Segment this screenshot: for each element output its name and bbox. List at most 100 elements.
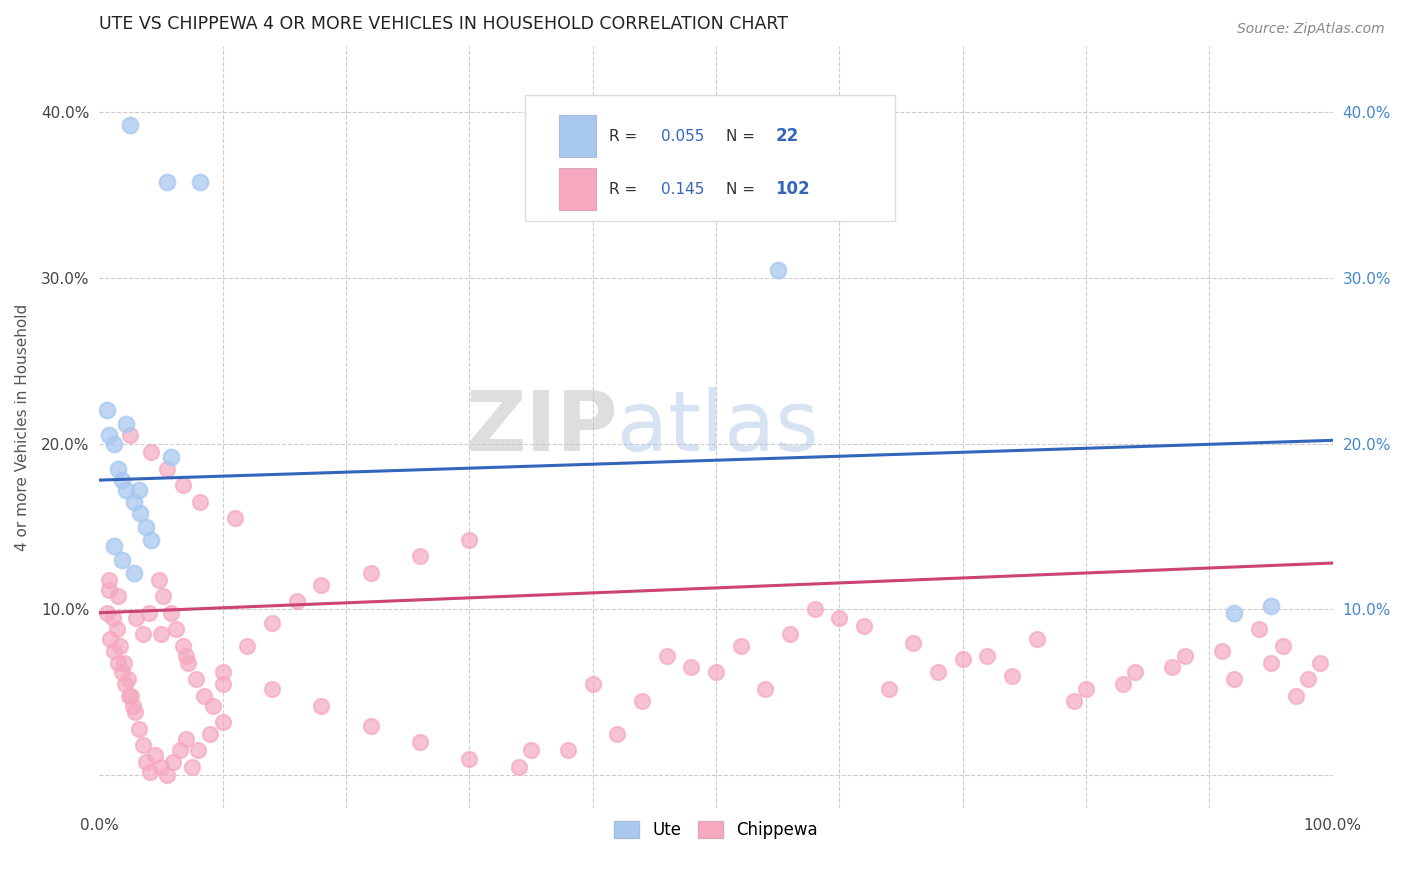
Point [152,589,174,603]
Point [606,727,628,741]
Text: N =: N = [725,128,759,144]
Point [122,566,145,580]
Point [1223,606,1246,620]
Point [172,478,194,492]
Point [180,760,202,774]
Point [135,755,157,769]
Point [631,693,654,707]
Point [139,445,162,459]
Point [124,706,146,720]
Point [754,681,776,696]
Point [131,739,153,753]
Point [1125,665,1147,680]
Point [311,698,333,713]
Point [766,262,789,277]
Point [201,698,224,713]
Point [520,743,543,757]
Text: 22: 22 [775,127,799,145]
Point [779,627,801,641]
Point [260,615,283,630]
Point [458,752,481,766]
Point [105,623,128,637]
Point [190,175,212,189]
Point [150,760,173,774]
FancyBboxPatch shape [560,115,596,157]
Point [110,473,132,487]
FancyBboxPatch shape [560,169,596,211]
Point [156,461,179,475]
Point [121,698,143,713]
Point [103,644,125,658]
Point [107,589,129,603]
Point [803,602,825,616]
Point [1174,648,1197,663]
Point [1260,656,1282,670]
Text: 0.145: 0.145 [661,182,704,196]
Point [236,639,259,653]
Text: atlas: atlas [617,386,820,467]
Point [704,665,727,680]
Point [96,606,118,620]
Text: Source: ZipAtlas.com: Source: ZipAtlas.com [1237,22,1385,37]
Point [1211,644,1233,658]
Point [129,506,152,520]
Point [1112,677,1135,691]
Point [177,656,200,670]
Point [655,648,678,663]
Point [1025,632,1047,647]
Point [976,648,998,663]
Point [135,519,157,533]
Point [96,403,118,417]
Point [112,656,135,670]
Point [582,677,605,691]
Point [877,681,900,696]
Point [131,627,153,641]
Point [143,748,166,763]
Point [952,652,974,666]
Point [409,549,432,564]
Point [98,582,121,597]
Point [114,677,136,691]
Point [100,632,122,647]
Point [115,483,138,497]
Point [128,483,150,497]
Point [107,656,129,670]
Point [165,623,187,637]
Point [172,639,194,653]
Point [681,660,703,674]
Point [103,436,125,450]
Point [1272,639,1295,653]
Point [156,768,179,782]
Point [193,689,215,703]
Point [1296,672,1319,686]
Point [125,611,148,625]
Point [120,428,142,442]
Point [150,627,173,641]
Point [139,533,162,547]
Point [211,665,233,680]
Point [139,764,162,779]
Point [211,677,233,691]
Point [103,540,125,554]
Point [148,573,170,587]
Point [115,417,138,431]
Point [927,665,949,680]
Point [1247,623,1270,637]
Point [120,118,142,132]
Text: 0.055: 0.055 [661,128,704,144]
Point [1309,656,1331,670]
Point [1260,599,1282,614]
Point [260,681,283,696]
Point [174,731,197,746]
Point [190,494,212,508]
Point [110,552,132,566]
Point [120,689,142,703]
Point [98,428,121,442]
Point [122,494,145,508]
Point [1223,672,1246,686]
Point [107,461,129,475]
Point [169,743,191,757]
Point [224,511,246,525]
Point [557,743,579,757]
Point [1074,681,1097,696]
